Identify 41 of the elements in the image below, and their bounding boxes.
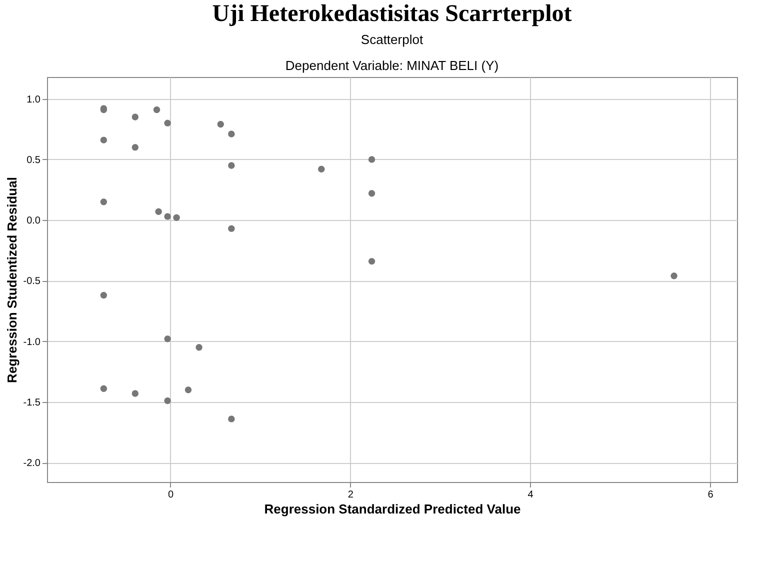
- point: [196, 344, 202, 351]
- point: [217, 120, 224, 128]
- point: [164, 213, 171, 220]
- x-tick-label: 6: [708, 490, 714, 500]
- y-tick-label: -1.5: [23, 397, 41, 408]
- y-tick-label: 0.5: [26, 154, 41, 166]
- point: [100, 292, 108, 299]
- point: [132, 144, 139, 151]
- y-tick-label: -0.5: [23, 276, 41, 288]
- y-tick-label: 1.0: [26, 94, 41, 106]
- point: [318, 166, 325, 173]
- point: [228, 416, 235, 422]
- point: [164, 336, 171, 342]
- point: [368, 258, 376, 265]
- point: [164, 120, 171, 126]
- y-axis-title: Regression Studentized Residual: [4, 177, 20, 383]
- point: [164, 397, 171, 404]
- point: [132, 390, 139, 397]
- x-axis-title: Regression Standardized Predicted Value: [264, 502, 521, 516]
- point: [184, 386, 192, 394]
- point: [228, 130, 235, 138]
- chart-subtitle: Scatterplot Dependent Variable: MINAT BELI (Y): [285, 32, 499, 73]
- x-tick-label: 0: [168, 490, 174, 500]
- point: [100, 385, 108, 392]
- x-tick-label: 4: [528, 490, 534, 500]
- point: [100, 198, 108, 206]
- y-tick-label: -2.0: [23, 458, 41, 470]
- y-tick-label: 0.0: [26, 216, 41, 227]
- point: [132, 114, 139, 120]
- point: [173, 214, 180, 222]
- point: [228, 225, 235, 232]
- point: [100, 136, 108, 144]
- point: [153, 106, 160, 114]
- point: [228, 162, 235, 169]
- chart-title: Uji Heterokedastisitas Scarrterplot: [212, 1, 572, 27]
- point: [368, 190, 376, 197]
- y-tick-label: -1.0: [23, 336, 41, 348]
- point: [155, 208, 162, 215]
- x-tick-label: 2: [348, 490, 354, 500]
- point: [368, 156, 376, 163]
- point: [670, 272, 678, 280]
